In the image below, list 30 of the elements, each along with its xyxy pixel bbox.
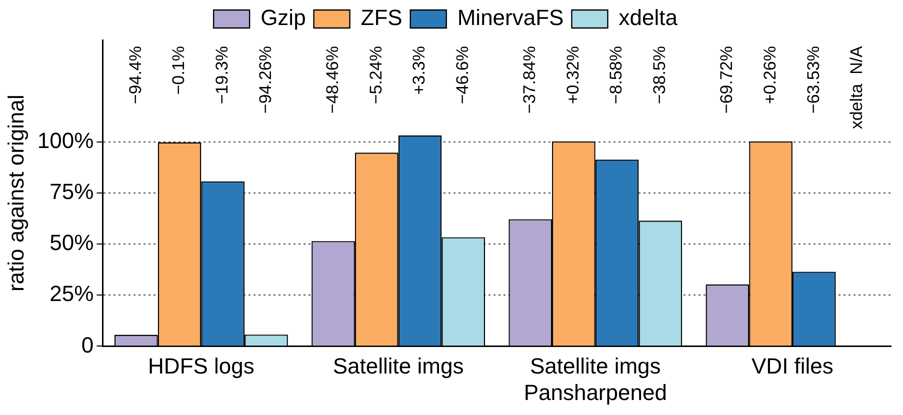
annotation: −94.4% [126, 46, 145, 104]
legend-label: xdelta [618, 5, 678, 30]
legend-label: Gzip [260, 5, 306, 30]
annotation: −63.53% [804, 46, 823, 114]
x-tick-label: HDFS logs [148, 353, 254, 378]
y-axis-title: ratio against original [3, 94, 28, 292]
legend-label: MinervaFS [457, 5, 564, 30]
x-tick-label: Satellite imgs Pansharpened [524, 353, 667, 405]
y-tick-label: 75% [50, 179, 94, 204]
annotation: −48.46% [322, 46, 342, 114]
y-tick-label: 25% [50, 281, 94, 306]
x-tick-label: VDI files [751, 353, 834, 378]
annotation: −69.72% [717, 46, 736, 114]
annotation: xdelta N/A [847, 45, 866, 130]
annotation: −94.26% [256, 46, 275, 114]
annotation: −5.24% [366, 46, 386, 104]
y-tick-label: 100% [37, 128, 94, 154]
annotation: +3.3% [410, 46, 429, 95]
y-tick-label: 0 [81, 332, 94, 358]
legend-label: ZFS [360, 5, 402, 30]
annotation: +0.26% [760, 46, 780, 104]
annotation: −46.6% [453, 46, 472, 104]
annotation: −38.5% [650, 46, 670, 104]
annotation: −0.1% [169, 46, 188, 95]
x-tick-label: Satellite imgs [332, 353, 464, 378]
annotation: −19.3% [212, 46, 232, 104]
annotation: −37.84% [520, 46, 540, 114]
annotation: +0.32% [563, 46, 582, 104]
y-tick-label: 50% [50, 230, 94, 256]
annotation: −8.58% [606, 46, 626, 104]
